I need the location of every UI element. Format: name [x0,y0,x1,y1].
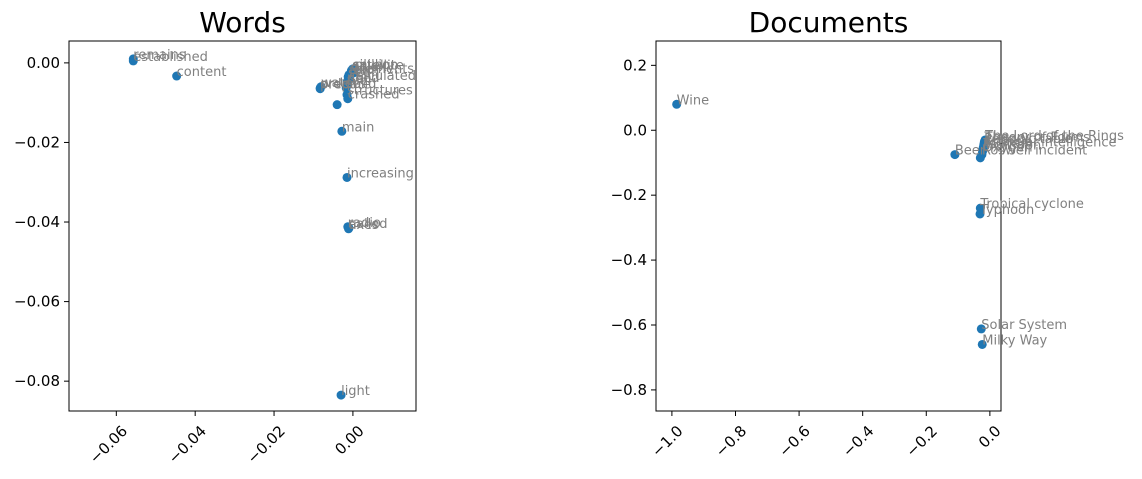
point-label: crashed [348,88,400,103]
point-label: Oxygen [983,140,1033,155]
point-label: prepare [320,78,371,93]
point-label: Solar System [981,318,1067,333]
point-label: fuel [347,74,371,89]
data-point [342,80,352,90]
y-tick-label: −0.4 [611,251,647,269]
x-tick-label: −0.8 [712,422,750,460]
plot-area-frame [655,40,1002,412]
data-point [976,324,986,334]
point-label: The Lord of the Rings [984,129,1124,144]
point-label: need [347,71,380,86]
data-point [343,94,353,104]
data-point [172,71,182,81]
y-tick-label: −0.2 [611,186,647,204]
point-label: Tropical cyclone [979,197,1084,212]
point-label: Theory of Forms [983,131,1090,146]
y-tick-label: −0.02 [14,133,60,151]
y-tick-label: −0.6 [611,316,647,334]
plot-area-frame [68,40,417,412]
point-label: million [355,58,398,73]
point-label: axes [349,218,379,233]
data-point [975,209,985,219]
x-tick-label: −0.04 [165,422,210,467]
data-point [977,339,987,349]
x-tick-label: 0.00 [331,422,367,458]
point-label: remains [133,48,186,63]
data-point [337,126,347,136]
point-label: Periodic table [984,132,1072,147]
point-label: Milky Way [982,333,1047,348]
point-label: silver [353,58,389,73]
x-tick-label: −0.06 [86,422,131,467]
y-tick-label: 0.2 [623,56,647,74]
point-label: Roswell incident [982,144,1087,159]
point-label: calculated [349,69,416,84]
point-label: Tsunami [982,137,1036,152]
data-point [332,100,342,110]
point-label: Monsoon [983,139,1041,154]
y-tick-label: 0.00 [27,54,60,72]
y-tick-label: 0.0 [623,121,647,139]
x-tick-label: −1.0 [648,422,686,460]
chart-title: Words [199,6,286,39]
point-label: content [177,65,227,80]
data-point [344,224,354,234]
chart-title: Documents [749,6,909,39]
point-label: Beer [955,144,986,159]
point-label: Typhoon [979,203,1034,218]
point-label: established [133,50,208,65]
data-point [316,82,326,92]
x-tick-label: −0.02 [244,422,289,467]
point-label: Cheese [984,134,1032,149]
y-tick-label: −0.04 [14,213,60,231]
point-label: Wine [677,93,709,108]
y-tick-label: −0.06 [14,293,60,311]
point-label: solid [346,77,376,92]
point-label: radio [348,216,381,231]
data-point [128,56,138,66]
point-label: satellite [352,59,404,74]
point-label: main [342,120,374,135]
point-label: water [321,76,359,91]
y-tick-label: −0.08 [14,372,60,390]
point-label: increasing [347,166,414,181]
data-point [342,172,352,182]
point-label: galaxy [351,60,394,75]
point-label: structures [347,84,413,99]
data-point [336,390,346,400]
data-point [975,153,985,163]
data-point [950,150,960,160]
point-label: order [320,77,355,92]
point-label: called [349,217,388,232]
data-point [672,99,682,109]
point-label: light [341,384,370,399]
x-tick-label: −0.6 [775,422,813,460]
point-label: elements [354,62,415,77]
point-label: Artificial intelligence [984,135,1117,150]
x-tick-label: −0.4 [839,422,877,460]
y-tick-label: −0.8 [611,381,647,399]
x-tick-label: −0.2 [903,422,941,460]
x-tick-label: 0.0 [975,422,1005,452]
point-label: seen [348,66,379,81]
point-label: form [349,64,379,79]
